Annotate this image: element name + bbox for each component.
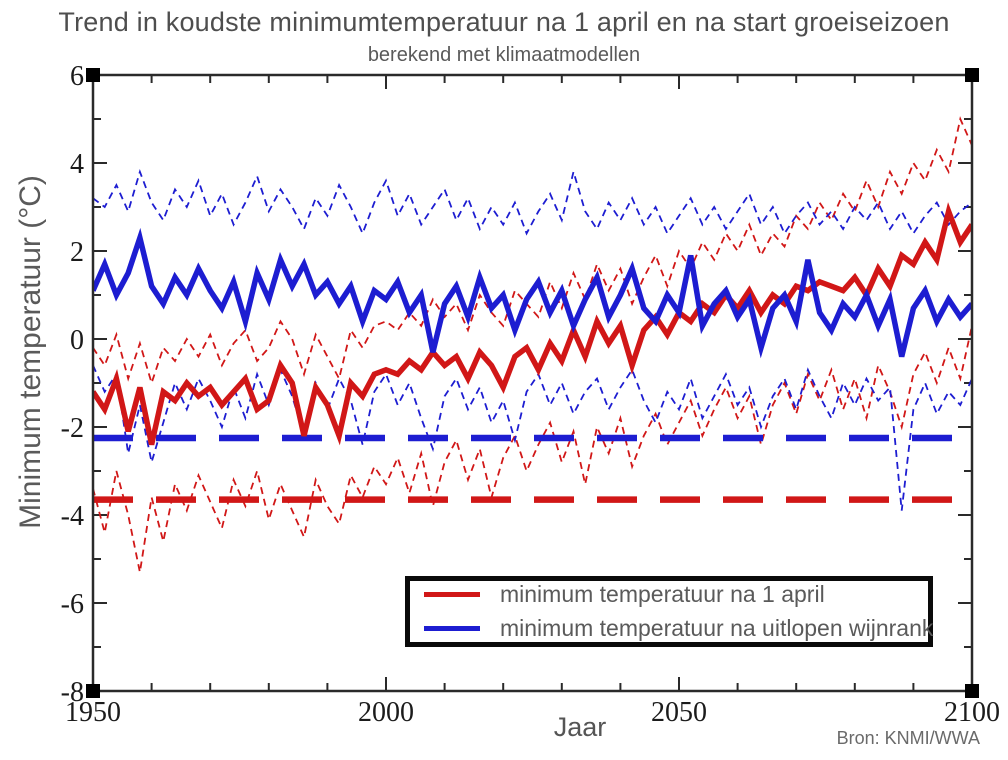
blue-line-sample bbox=[424, 626, 480, 631]
series-red-upper-band bbox=[93, 116, 972, 387]
y-tick-label: -6 bbox=[61, 589, 84, 620]
legend-label-blue: minimum temperatuur na uitlopen wijnrank bbox=[500, 615, 934, 641]
source-credit: Bron: KNMI/WWA bbox=[836, 728, 980, 748]
legend-item-blue: minimum temperatuur na uitlopen wijnrank bbox=[424, 615, 933, 642]
chart-title: Trend in koudste minimumtemperatuur na 1… bbox=[58, 7, 950, 37]
x-tick-label: 2000 bbox=[358, 697, 414, 728]
data-series bbox=[93, 116, 972, 573]
y-tick-label: 2 bbox=[70, 237, 84, 268]
red-line-sample bbox=[424, 592, 480, 597]
series-red-lower-band bbox=[93, 325, 972, 573]
y-tick-label: -8 bbox=[61, 677, 84, 708]
y-tick-label: 0 bbox=[70, 325, 84, 356]
legend: minimum temperatuur na 1 april minimum t… bbox=[405, 576, 933, 647]
legend-label-red: minimum temperatuur na 1 april bbox=[500, 581, 825, 607]
series-blue-main bbox=[93, 227, 972, 359]
y-tick-label: 4 bbox=[70, 149, 84, 180]
x-tick-label: 1950 bbox=[65, 697, 121, 728]
axis-tick-labels: 1950 2000 2050 2100 6 4 2 0 -2 -4 -6 -8 bbox=[61, 61, 1000, 728]
series-blue-upper-band bbox=[93, 168, 972, 236]
legend-item-red: minimum temperatuur na 1 april bbox=[424, 581, 928, 608]
x-axis-label: Jaar bbox=[553, 712, 607, 742]
x-tick-label: 2050 bbox=[651, 697, 707, 728]
y-tick-label: -4 bbox=[61, 501, 84, 532]
corner-markers bbox=[86, 68, 979, 698]
y-tick-label: 6 bbox=[70, 61, 84, 92]
chart-subtitle: berekend met klimaatmodellen bbox=[367, 44, 641, 66]
y-axis-label: Minimum temperatuur (°C) bbox=[14, 175, 47, 529]
y-tick-label: -2 bbox=[61, 413, 84, 444]
series-blue-lower-band bbox=[93, 365, 972, 511]
plot-frame bbox=[91, 73, 974, 693]
series-red-main bbox=[93, 202, 972, 446]
x-tick-label: 2100 bbox=[944, 697, 1000, 728]
